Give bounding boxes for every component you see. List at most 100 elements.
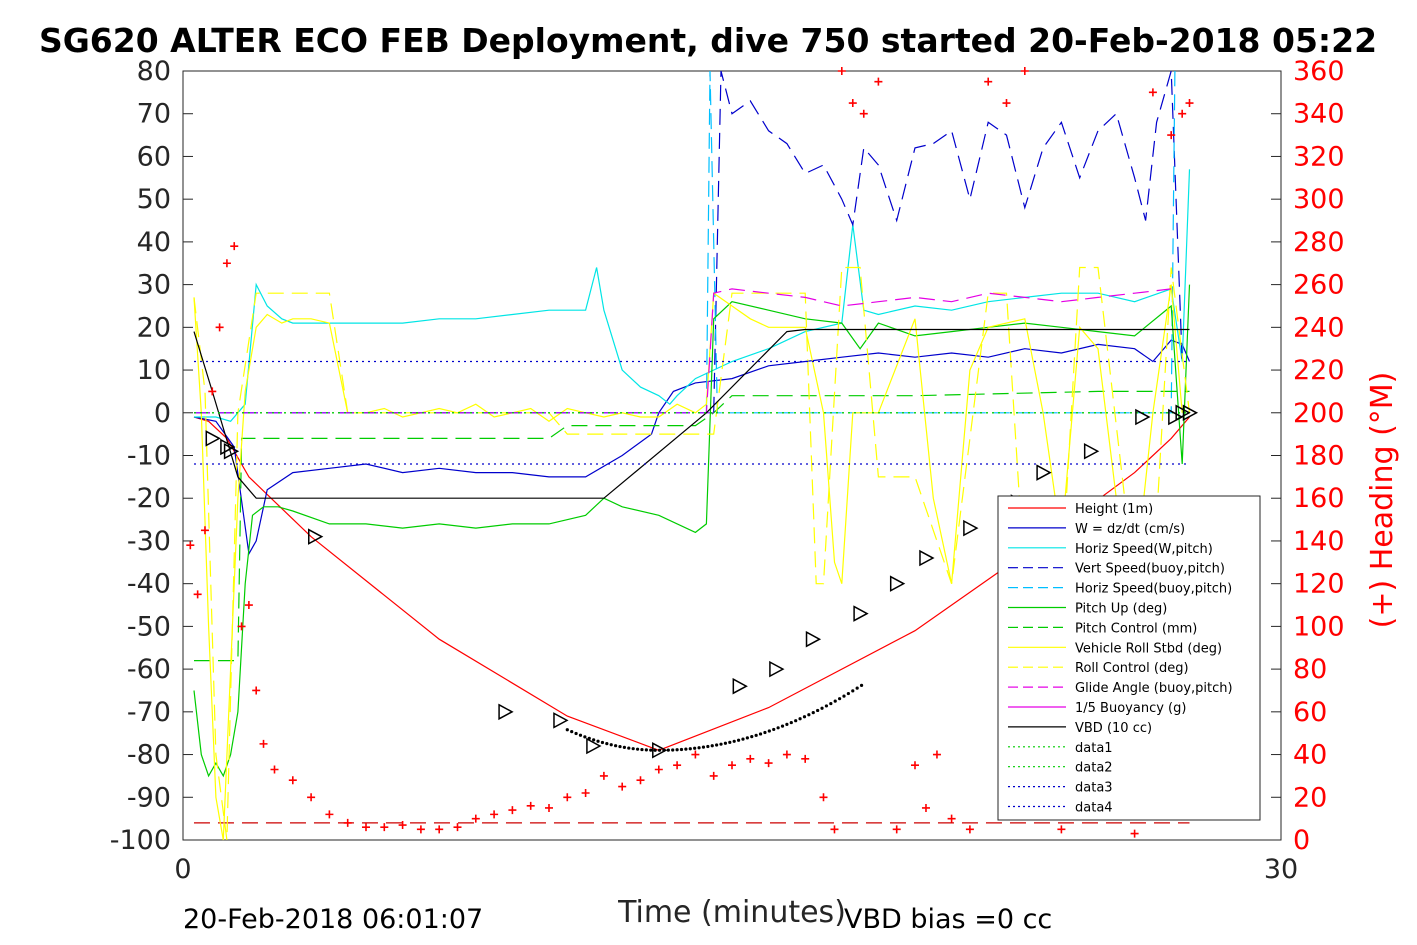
trough-dot	[767, 729, 771, 733]
legend: Height (1m) W = dz/dt (cm/s) Horiz Speed(W…	[997, 495, 1261, 821]
trough-dot	[574, 731, 578, 736]
heading-point	[673, 761, 682, 770]
heading-point	[1130, 829, 1139, 838]
heading-point	[237, 622, 246, 631]
height-triangle-marker	[805, 630, 822, 648]
height-triangle-marker	[1135, 408, 1151, 426]
height-triangle-marker	[1036, 464, 1052, 481]
trough-dot	[697, 746, 701, 750]
trough-dot	[570, 730, 574, 734]
heading-point	[288, 776, 297, 785]
trough-dot	[635, 747, 640, 751]
height-triangle-marker	[769, 660, 785, 678]
series-vert-speed-buoy-pitch	[713, 70, 1183, 413]
y-right-tick-label: 120	[1293, 569, 1345, 600]
legend-label-vehicle-roll-stbd-deg: Vehicle Roll Stbd (deg)	[1075, 641, 1222, 656]
trough-dot	[679, 747, 684, 752]
trough-dot	[693, 746, 697, 750]
trough-dot	[789, 720, 793, 725]
height-triangle-marker	[1182, 404, 1199, 422]
legend-label-pitch-up-deg: Pitch Up (deg)	[1075, 602, 1167, 617]
y-right-tick-label: 60	[1293, 697, 1327, 728]
trough-dot	[600, 740, 605, 745]
heading-point	[380, 823, 389, 832]
heading-point	[1002, 99, 1011, 108]
y-left-tick-label: -100	[110, 825, 171, 856]
heading-point	[801, 754, 810, 763]
y-left-tick-label: 70	[137, 99, 171, 130]
y-left-tick-label: -40	[127, 569, 171, 600]
height-triangle-marker	[1175, 404, 1191, 422]
y-left-tick-label: -20	[127, 483, 171, 514]
y-left-tick-label: -10	[127, 441, 171, 472]
heading-point	[947, 814, 956, 823]
y-right-tick-label: 320	[1293, 141, 1345, 172]
height-triangle-marker	[205, 430, 221, 447]
height-triangle-marker	[1083, 442, 1100, 460]
legend-label-1-5-buoyancy-g: 1/5 Buoyancy (g)	[1075, 701, 1186, 716]
y-right-tick-label: 240	[1293, 312, 1345, 343]
trough-dot	[649, 748, 653, 752]
y-right-tick-label: 260	[1293, 270, 1345, 301]
trough-dot	[859, 683, 864, 687]
heading-point	[1057, 825, 1066, 834]
trough-dot	[754, 733, 758, 737]
trough-dot	[710, 744, 714, 748]
heading-point	[416, 825, 425, 834]
trough-dot	[719, 742, 723, 746]
heading-point	[222, 259, 231, 268]
trough-dot	[851, 689, 855, 693]
trough-dot	[807, 713, 811, 717]
heading-point	[1148, 88, 1157, 97]
trough-dot	[684, 747, 688, 751]
trough-dot	[701, 745, 706, 749]
heading-point	[259, 739, 268, 748]
heading-point	[1185, 99, 1194, 108]
x-axis-label: Time (minutes)	[617, 895, 846, 930]
x-tick-label: 0	[174, 854, 191, 885]
trough-dot	[794, 719, 798, 723]
legend-label-horiz-speed-w-pitch: Horiz Speed(W,pitch)	[1075, 542, 1213, 557]
trough-dot	[816, 708, 820, 713]
legend-label-horiz-speed-buoy-pitch: Horiz Speed(buoy,pitch)	[1075, 582, 1232, 597]
height-triangle-marker	[963, 519, 979, 537]
heading-point	[490, 810, 499, 819]
trough-dot	[824, 704, 829, 708]
heading-point	[200, 526, 209, 535]
heading-point	[186, 541, 195, 550]
trough-dot	[798, 717, 802, 721]
height-triangle-marker	[889, 575, 906, 592]
trough-dot	[736, 738, 741, 742]
heading-point	[581, 789, 590, 798]
heading-point	[618, 782, 627, 791]
trough-dot	[631, 747, 635, 751]
legend-label-data2: data2	[1075, 761, 1113, 776]
height-triangle-marker	[586, 737, 602, 755]
footer-timestamp: 20-Feb-2018 06:01:07	[183, 904, 483, 935]
heading-point	[508, 806, 517, 815]
trough-dot	[833, 699, 837, 703]
heading-point	[471, 814, 480, 823]
trough-dot	[614, 744, 618, 748]
trough-dot	[688, 747, 692, 751]
heading-point	[837, 67, 846, 75]
y-left-tick-label: -90	[127, 782, 171, 813]
trough-dot	[583, 735, 587, 739]
y-right-tick-label: 100	[1293, 611, 1345, 642]
series-pitch-up-deg	[193, 284, 1191, 778]
height-triangle-marker	[498, 703, 514, 721]
trough-dot	[622, 745, 626, 749]
y-left-tick-label: -50	[127, 611, 171, 642]
height-triangle-marker	[652, 742, 668, 759]
heading-point	[709, 771, 718, 780]
heading-point	[984, 77, 993, 86]
heading-point	[782, 750, 791, 759]
trough-dot	[715, 743, 719, 747]
trough-dot	[640, 747, 644, 752]
heading-point	[453, 823, 462, 832]
trough-dot	[578, 733, 583, 737]
heading-point	[830, 825, 839, 834]
x-tick-label: 30	[1264, 854, 1298, 885]
heading-point	[230, 242, 239, 251]
